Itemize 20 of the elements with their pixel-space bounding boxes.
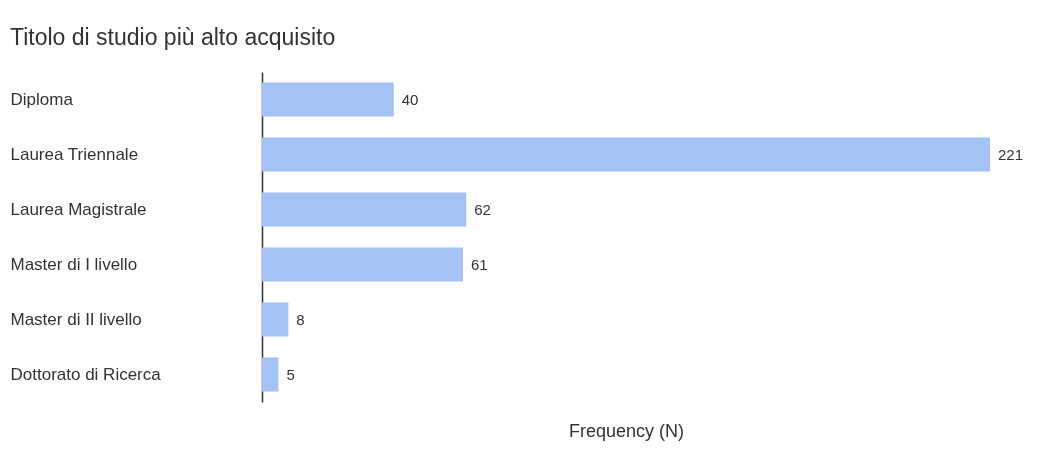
data-label: 5 [286,365,295,383]
bar [262,82,394,117]
data-label: 62 [474,200,491,218]
y-tick-label: Laurea Triennale [10,144,139,164]
bar [262,357,279,392]
y-tick-label: Diploma [10,89,74,109]
bar [262,302,289,337]
y-tick-label: Master di II livello [10,309,142,329]
bar [262,192,467,227]
data-label: 221 [998,145,1024,163]
data-label: 40 [401,90,419,108]
data-label: 8 [296,310,305,328]
chart-title: Titolo di studio più alto acquisito [10,24,336,50]
bar [262,137,990,172]
bar [262,247,463,282]
y-tick-label: Master di I livello [10,254,138,274]
x-axis-title: Frequency (N) [568,420,685,441]
data-label: 61 [470,255,488,273]
y-tick-label: Laurea Magistrale [10,199,147,219]
y-tick-label: Dottorato di Ricerca [10,364,162,384]
